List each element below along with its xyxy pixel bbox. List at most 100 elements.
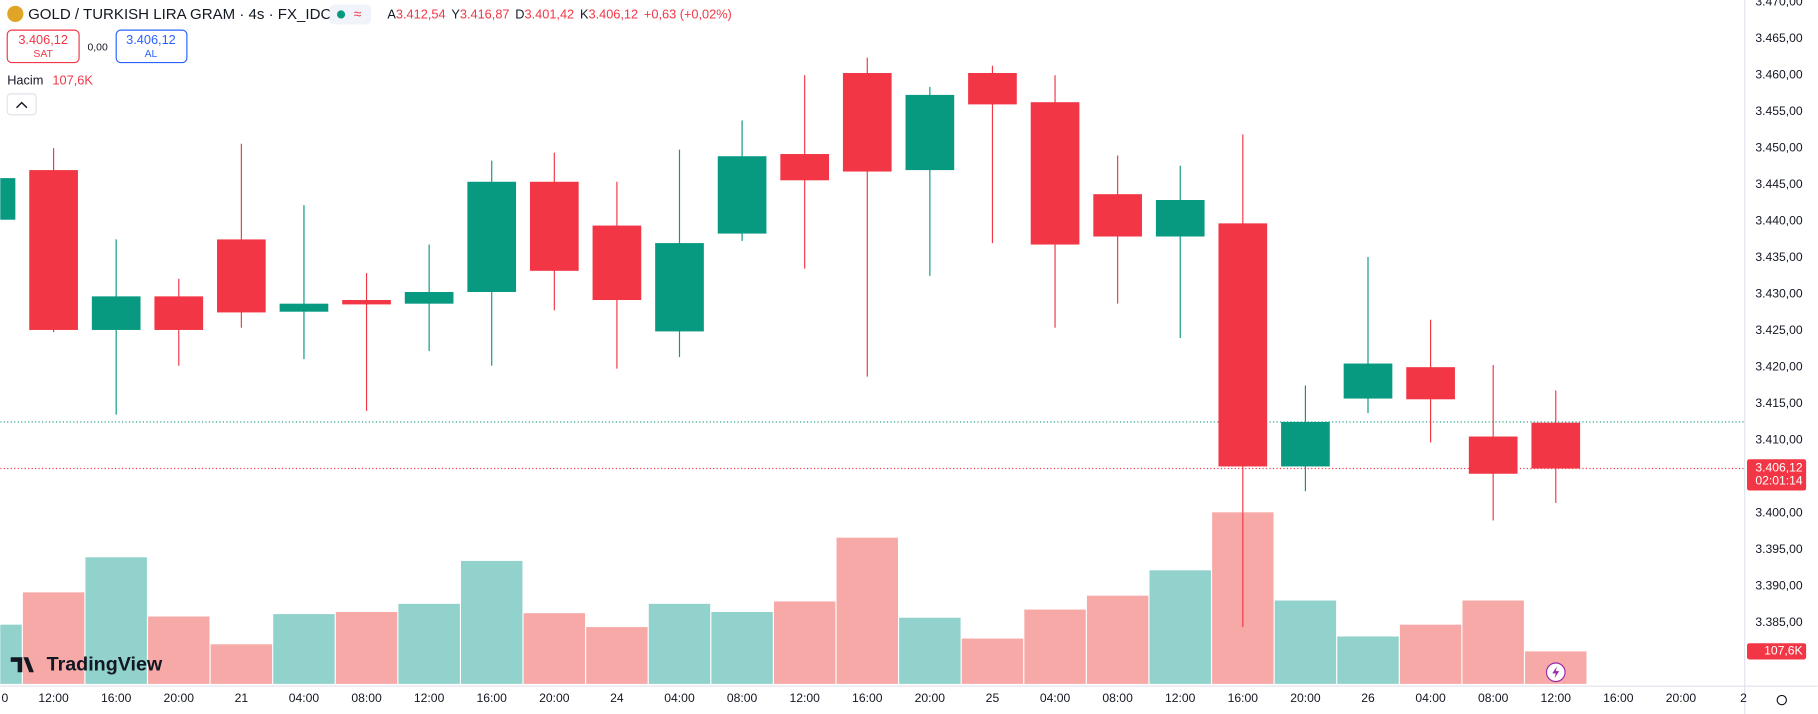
sell-label: SAT — [33, 49, 53, 60]
candle-body — [91, 296, 141, 330]
ohlc-change: +0,63 (+0,02%) — [644, 6, 732, 21]
y-tick-label: 3.450,00 — [1755, 140, 1803, 154]
status-badge — [329, 4, 372, 25]
volume-bar — [1086, 595, 1149, 684]
y-tick-label: 3.385,00 — [1755, 615, 1803, 629]
x-tick-label: 24 — [610, 691, 624, 705]
x-tick-label: 04:00 — [1415, 691, 1446, 705]
candle-body — [1030, 102, 1080, 245]
candle-body — [404, 291, 454, 304]
price-tag-label: 3.406,12 — [1755, 461, 1803, 475]
x-tick-label: 04:00 — [289, 691, 320, 705]
volume-bar — [335, 611, 398, 684]
candle-body — [655, 243, 704, 332]
volume-bar — [586, 627, 648, 684]
volume-bar — [22, 592, 85, 684]
flash-bolt — [1552, 666, 1560, 679]
volume-title: Hacim — [7, 73, 43, 88]
x-tick-label: 16:00 — [1603, 691, 1634, 705]
volume-bar — [899, 617, 961, 684]
sell-price: 3.406,12 — [18, 32, 68, 47]
candle-body — [1218, 223, 1268, 467]
x-tick-label: 16:00 — [477, 691, 508, 705]
x-tick-label: 20:00 — [1290, 691, 1321, 705]
candle-body — [1343, 363, 1393, 399]
candle-body — [1468, 436, 1518, 474]
y-tick-label: 3.400,00 — [1755, 505, 1803, 519]
x-tick-label: 0 — [2, 691, 9, 705]
x-tick-label: 20:00 — [539, 691, 570, 705]
y-tick-label: 3.390,00 — [1755, 578, 1803, 592]
ohlc-legend: A 3.412,54 Y 3.416,87 D 3.401,42 K 3.406,12 +0,6… — [387, 6, 731, 21]
volume-bar — [648, 603, 711, 684]
ohlc-key: A — [387, 6, 396, 21]
x-tick-label: 20:00 — [915, 691, 946, 705]
volume-value: 107,6K — [52, 73, 93, 88]
ohlc-key: K — [580, 6, 589, 21]
status-icon: ≈ — [354, 6, 362, 22]
candle-body — [842, 72, 892, 172]
volume-tag-label: 107,6K — [1764, 644, 1803, 658]
x-tick-label: 26 — [1361, 691, 1375, 705]
candle-body — [529, 181, 579, 271]
candle-body — [717, 156, 767, 234]
volume-bar — [210, 644, 273, 684]
x-tick-label: 08:00 — [1102, 691, 1133, 705]
x-tick-label: 21 — [235, 691, 249, 705]
collapse-icon — [16, 101, 28, 109]
candle-body — [342, 300, 391, 305]
buy-price: 3.406,12 — [126, 32, 176, 47]
y-tick-label: 3.430,00 — [1755, 286, 1803, 300]
ohlc-value: 3.412,54 — [396, 6, 446, 21]
y-tick-label: 3.395,00 — [1755, 542, 1803, 556]
candle-body — [29, 170, 78, 330]
price-tag — [1747, 459, 1807, 491]
volume-bar — [773, 601, 836, 684]
ohlc-value: 3.416,87 — [460, 6, 510, 21]
ohlc-value: 3.401,42 — [525, 6, 575, 21]
sell-button[interactable] — [6, 29, 80, 64]
settings-icon[interactable] — [1776, 694, 1788, 706]
ohlc-key: Y — [451, 6, 460, 21]
volume-bar — [1462, 600, 1524, 684]
collapse-button[interactable] — [6, 93, 37, 116]
buy-button[interactable] — [115, 29, 188, 64]
x-tick-label: 20:00 — [1666, 691, 1697, 705]
candle-body — [1406, 367, 1455, 400]
candle-body — [1531, 422, 1581, 469]
y-tick-label: 3.420,00 — [1755, 359, 1803, 373]
x-tick-label: 12:00 — [414, 691, 445, 705]
y-tick-label: 3.410,00 — [1755, 432, 1803, 446]
spread: 0,00 — [87, 42, 107, 53]
countdown: 02:01:14 — [1755, 473, 1803, 487]
x-tick-label: 12:00 — [38, 691, 69, 705]
y-tick-label: 3.455,00 — [1755, 104, 1803, 118]
x-tick-label: 16:00 — [101, 691, 132, 705]
candle-body — [279, 303, 329, 312]
x-tick-label: 20:00 — [164, 691, 195, 705]
y-tick-label: 3.460,00 — [1755, 67, 1803, 81]
volume-bar — [523, 613, 586, 684]
candle-body — [1093, 194, 1142, 237]
ohlc-key: D — [515, 6, 524, 21]
volume-bar — [961, 638, 1024, 684]
x-tick-label: 12:00 — [789, 691, 820, 705]
y-tick-label: 3.435,00 — [1755, 250, 1803, 264]
x-tick-label: 16:00 — [852, 691, 883, 705]
x-tick-label: 08:00 — [727, 691, 758, 705]
candle-body — [592, 225, 642, 301]
candle-body — [968, 72, 1017, 105]
symbol-icon — [7, 5, 24, 23]
candle-body — [0, 178, 16, 220]
candle-body — [217, 239, 266, 313]
plot-area — [0, 57, 1745, 684]
x-tick-label: 04:00 — [1040, 691, 1071, 705]
volume-bar — [461, 560, 523, 684]
y-tick-label: 3.470,00 — [1755, 0, 1803, 8]
x-tick-label: 12:00 — [1541, 691, 1572, 705]
buy-label: AL — [145, 49, 158, 60]
ohlc-value: 3.406,12 — [588, 6, 638, 21]
y-tick-label: 3.425,00 — [1755, 323, 1803, 337]
